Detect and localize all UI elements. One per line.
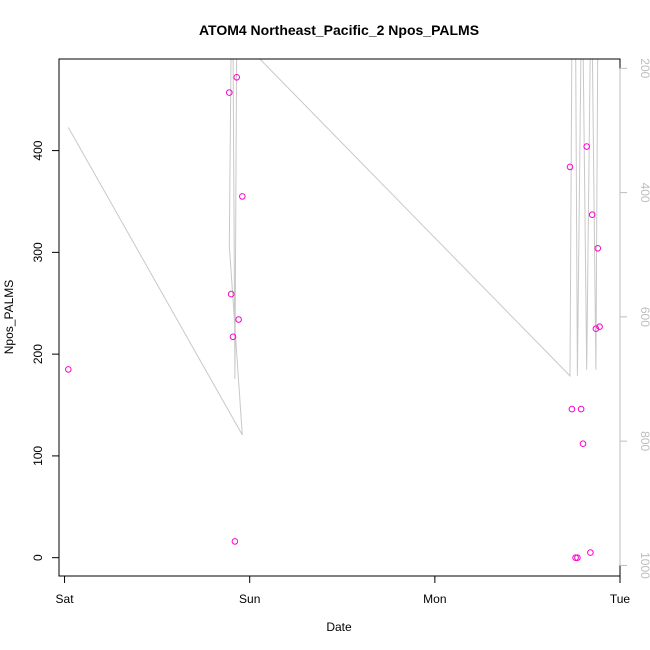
- data-points-layer: [65, 74, 603, 562]
- data-point: [227, 290, 235, 298]
- data-point: [592, 325, 600, 333]
- data-point: [588, 211, 596, 218]
- x-tick-label: Sat: [56, 592, 75, 606]
- chart-title: ATOM4 Northeast_Pacific_2 Npos_PALMS: [199, 22, 479, 38]
- data-point: [233, 74, 240, 81]
- y-tick-label: 0: [31, 554, 45, 561]
- y2-tick-label: 600: [638, 307, 650, 327]
- y2-tick-label: 400: [638, 183, 650, 203]
- y-tick-label: 400: [31, 140, 45, 160]
- data-point: [231, 538, 239, 545]
- data-point: [596, 323, 603, 331]
- data-point: [229, 333, 237, 341]
- x-axis-label: Date: [326, 620, 352, 634]
- data-point: [587, 549, 594, 556]
- y-tick-label: 100: [31, 446, 45, 466]
- data-point: [577, 405, 585, 413]
- data-point: [568, 405, 576, 413]
- data-point: [235, 316, 242, 323]
- y-axis-left: 0 100 200 300 400: [31, 140, 60, 561]
- x-axis: Sat Sun Mon Tue: [56, 575, 631, 606]
- y2-tick-label: 800: [638, 431, 650, 451]
- x-tick-label: Tue: [610, 592, 631, 606]
- y-axis-right: 200 400 600 800 1000: [619, 58, 650, 579]
- y-tick-label: 200: [31, 344, 45, 364]
- data-point: [239, 193, 246, 200]
- data-point: [594, 245, 602, 252]
- y-tick-label: 300: [31, 242, 45, 262]
- data-point: [583, 143, 591, 150]
- y-axis-label: Npos_PALMS: [2, 280, 16, 354]
- data-point: [226, 89, 233, 96]
- data-point: [574, 554, 581, 562]
- data-point: [566, 163, 574, 171]
- x-tick-label: Sun: [239, 592, 260, 606]
- x-tick-label: Mon: [423, 592, 446, 606]
- data-point: [65, 366, 72, 373]
- y2-tick-label: 200: [638, 58, 650, 78]
- y2-tick-label: 1000: [638, 552, 650, 579]
- data-point: [572, 554, 579, 562]
- data-point: [579, 440, 587, 448]
